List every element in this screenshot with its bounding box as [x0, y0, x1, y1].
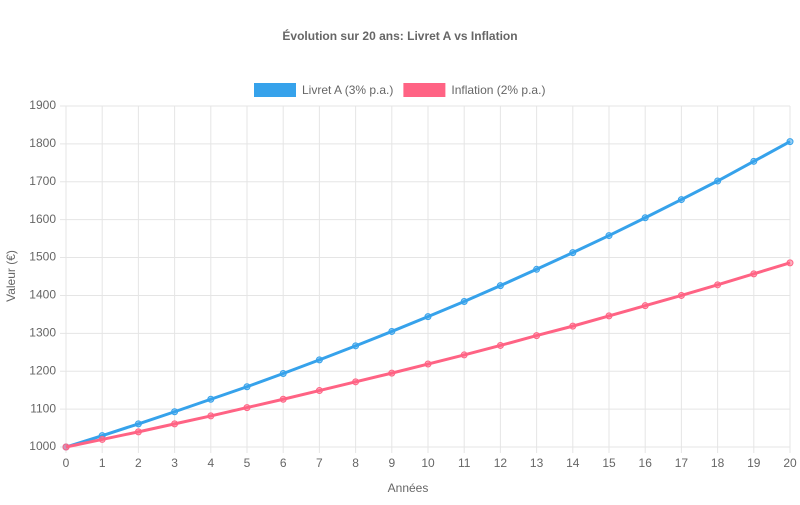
y-tick-label: 1400 [29, 288, 56, 302]
legend-label: Inflation (2% p.a.) [451, 83, 545, 97]
y-tick-label: 1700 [29, 174, 56, 188]
chart-title: Évolution sur 20 ans: Livret A vs Inflat… [282, 28, 517, 43]
data-point [388, 327, 396, 335]
data-point [424, 313, 432, 321]
data-point [352, 342, 360, 350]
data-point [460, 351, 468, 359]
x-tick-label: 2 [135, 456, 142, 470]
data-point [134, 428, 142, 436]
x-tick-label: 19 [747, 456, 761, 470]
data-point [171, 420, 179, 428]
data-point [605, 232, 613, 240]
x-tick-label: 9 [388, 456, 395, 470]
data-point [641, 302, 649, 310]
data-point [786, 138, 794, 146]
x-tick-label: 20 [783, 456, 797, 470]
x-axis-label: Années [388, 481, 429, 495]
data-point [496, 341, 504, 349]
data-point [569, 322, 577, 330]
x-tick-label: 14 [566, 456, 580, 470]
data-point [750, 270, 758, 278]
data-point [714, 281, 722, 289]
data-point [279, 369, 287, 377]
data-point [569, 249, 577, 257]
x-tick-label: 11 [458, 456, 471, 470]
data-point [388, 369, 396, 377]
x-tick-label: 12 [494, 456, 508, 470]
data-point [243, 383, 251, 391]
data-point [134, 420, 142, 428]
legend-swatch [254, 83, 296, 97]
data-point [424, 360, 432, 368]
x-tick-label: 15 [602, 456, 616, 470]
y-tick-label: 1000 [29, 439, 56, 453]
x-tick-label: 3 [171, 456, 178, 470]
data-point [714, 177, 722, 185]
y-tick-label: 1900 [29, 98, 56, 112]
data-point [750, 157, 758, 165]
data-point [677, 291, 685, 299]
data-point [243, 404, 251, 412]
x-tick-label: 7 [316, 456, 323, 470]
x-tick-label: 16 [639, 456, 653, 470]
data-point [315, 356, 323, 364]
x-tick-label: 13 [530, 456, 544, 470]
legend-swatch [403, 83, 446, 97]
legend-label: Livret A (3% p.a.) [302, 83, 393, 97]
data-point [207, 395, 215, 403]
data-point [279, 395, 287, 403]
x-tick-label: 18 [711, 456, 725, 470]
data-point [605, 312, 613, 320]
y-tick-label: 1600 [29, 212, 56, 226]
x-tick-label: 8 [352, 456, 359, 470]
x-tick-label: 4 [207, 456, 214, 470]
data-point [352, 378, 360, 386]
y-tick-label: 1100 [30, 401, 56, 415]
data-point [677, 196, 685, 204]
data-point [207, 412, 215, 420]
x-tick-label: 5 [244, 456, 251, 470]
y-axis-label: Valeur (€) [4, 250, 18, 302]
y-tick-label: 1500 [29, 250, 56, 264]
x-tick-label: 17 [675, 456, 689, 470]
data-point [786, 259, 794, 267]
data-point [171, 408, 179, 416]
y-tick-label: 1800 [29, 136, 56, 150]
x-tick-label: 10 [421, 456, 435, 470]
data-point [98, 435, 106, 443]
x-tick-label: 1 [99, 456, 106, 470]
y-tick-label: 1200 [29, 363, 56, 377]
x-tick-label: 0 [63, 456, 70, 470]
data-point [460, 298, 468, 306]
x-tick-label: 6 [280, 456, 287, 470]
data-point [533, 265, 541, 273]
data-point [533, 332, 541, 340]
data-point [315, 387, 323, 395]
data-point [496, 282, 504, 290]
y-tick-label: 1300 [29, 326, 56, 340]
data-point [641, 214, 649, 222]
data-point [62, 443, 70, 451]
